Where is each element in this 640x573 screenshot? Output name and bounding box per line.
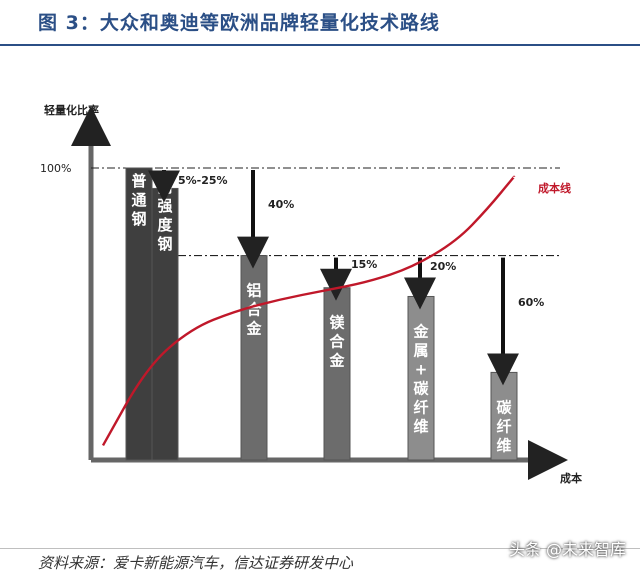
cost-line [101, 175, 516, 446]
bar-label: 度 [157, 216, 173, 234]
reduction-label: 20% [430, 260, 456, 273]
bar-label: + [415, 360, 428, 378]
bar-label: 强 [157, 197, 172, 215]
bar-label: 钢 [131, 210, 146, 228]
y-axis-label: 轻量化比率 [44, 103, 99, 117]
bar [125, 167, 153, 461]
source-note: 资料来源：爱卡新能源汽车，信达证券研发中心 [38, 554, 354, 572]
bar-label: 合 [245, 301, 262, 319]
bar-label: 金 [245, 320, 262, 338]
bar-label: 纤 [413, 398, 428, 416]
bar-label: 镁 [329, 314, 345, 332]
y-tick-label: 100% [40, 162, 71, 175]
bar-label: 属 [413, 341, 428, 359]
bar-label: 纤 [496, 417, 511, 435]
reduction-label: 40% [268, 198, 294, 211]
bar-label: 合 [328, 333, 345, 351]
bar-label: 钢 [157, 235, 172, 253]
cost-line-label: 成本线 [538, 181, 571, 195]
bar-label: 碳 [413, 379, 429, 397]
header: 图 3：大众和奥迪等欧洲品牌轻量化技术路线 [0, 0, 640, 46]
x-axis-label: 成本 [560, 471, 582, 485]
figure-title: 图 3：大众和奥迪等欧洲品牌轻量化技术路线 [38, 12, 440, 34]
bar-label: 维 [413, 417, 428, 435]
bar [490, 371, 518, 461]
bar [407, 295, 435, 461]
watermark: 头条 @未来智库 [508, 540, 626, 559]
bar-label: 普 [131, 172, 146, 190]
bar-label: 碳 [496, 398, 512, 416]
reduction-label: 15% [351, 258, 377, 271]
bar [323, 287, 351, 461]
bar-label: 通 [131, 191, 146, 209]
reduction-label: 5%-25% [178, 174, 228, 187]
bar-label: 金 [412, 322, 429, 340]
bar [151, 187, 179, 461]
bar-label: 金 [328, 352, 345, 370]
bar-label: 维 [496, 436, 511, 454]
bar-label: 铝 [246, 282, 261, 300]
reduction-label: 60% [518, 296, 544, 309]
